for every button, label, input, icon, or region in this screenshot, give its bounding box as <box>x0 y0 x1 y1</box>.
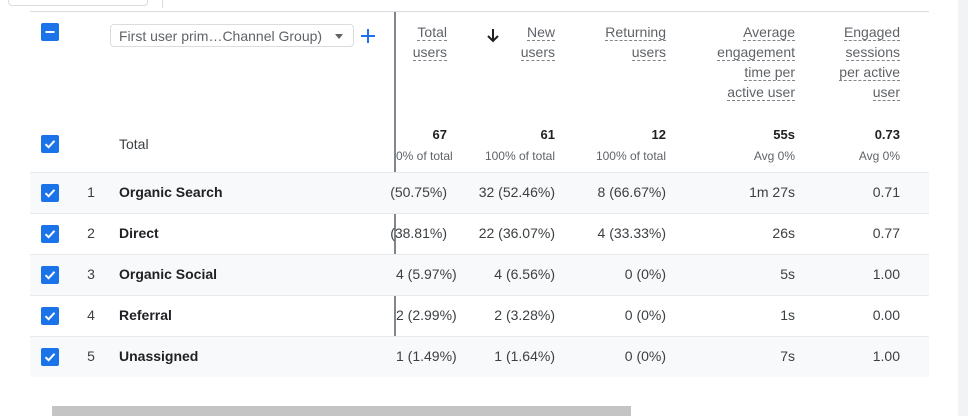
channel-name[interactable]: Direct <box>119 225 159 241</box>
total-users-cell: (50.75%) <box>390 184 447 200</box>
channel-name[interactable]: Unassigned <box>119 348 199 364</box>
avg-engagement-cell: 1m 27s <box>749 184 795 200</box>
returning-users-cell: 8 (66.67%) <box>597 184 666 200</box>
top-control-stub[interactable] <box>8 0 148 6</box>
select-all-checkbox[interactable] <box>41 23 59 41</box>
engaged-sessions-cell: 1.00 <box>872 266 900 282</box>
new-users-total: 61 <box>540 127 555 142</box>
row-rank: 1 <box>87 184 95 200</box>
dimension-dropdown-label: First user prim…Channel Group) <box>119 27 323 44</box>
row-rank: 5 <box>87 348 95 364</box>
table-row[interactable] <box>30 254 929 295</box>
engaged-sessions-total-sub: Avg 0% <box>858 149 900 163</box>
total-users-cell: 4 (5.97%) <box>396 266 457 282</box>
new-users-total-sub: 100% of total <box>484 149 555 163</box>
total-users-total-sub: 0% of total <box>396 149 453 163</box>
total-users-total: 67 <box>432 127 447 142</box>
total-row-checkbox[interactable] <box>41 135 59 153</box>
column-header-avg-engagement[interactable]: Average engagement time per active user <box>717 24 795 101</box>
avg-engagement-cell: 26s <box>772 225 795 241</box>
row-rank: 4 <box>87 307 95 323</box>
new-users-cell: 2 (3.28%) <box>494 307 555 323</box>
channel-name[interactable]: Referral <box>119 307 172 323</box>
returning-users-cell: 0 (0%) <box>624 307 666 323</box>
table-row[interactable] <box>30 213 929 254</box>
engaged-sessions-cell: 0.71 <box>872 184 900 200</box>
engaged-sessions-cell: 1.00 <box>872 348 900 364</box>
avg-engagement-cell: 7s <box>780 348 795 364</box>
row-checkbox[interactable] <box>41 348 59 366</box>
row-rank: 2 <box>87 225 95 241</box>
arrow-down-icon[interactable] <box>486 27 500 43</box>
checked-checkbox-icon <box>44 312 56 321</box>
row-checkbox[interactable] <box>41 266 59 284</box>
channel-name[interactable]: Organic Social <box>119 266 218 282</box>
column-header-total-users[interactable]: Total users <box>412 24 447 61</box>
checked-checkbox-icon <box>44 271 56 280</box>
horizontal-scrollbar[interactable] <box>52 406 631 416</box>
returning-users-cell: 0 (0%) <box>624 266 666 282</box>
engaged-sessions-total: 0.73 <box>874 127 900 142</box>
avg-engagement-cell: 5s <box>780 266 795 282</box>
caret-down-icon <box>335 34 343 39</box>
channel-name[interactable]: Organic Search <box>119 184 223 200</box>
new-users-cell: 32 (52.46%) <box>478 184 555 200</box>
top-divider <box>162 0 163 8</box>
dimension-dropdown[interactable]: First user prim…Channel Group) <box>110 24 354 47</box>
avg-engagement-cell: 1s <box>780 307 795 323</box>
add-dimension-button[interactable] <box>359 26 377 46</box>
row-checkbox[interactable] <box>41 225 59 243</box>
checked-checkbox-icon <box>44 230 56 239</box>
returning-users-total: 12 <box>651 127 666 142</box>
checked-checkbox-icon <box>44 189 56 198</box>
new-users-cell: 4 (6.56%) <box>494 266 555 282</box>
returning-users-cell: 0 (0%) <box>624 348 666 364</box>
checked-checkbox-icon <box>44 140 56 149</box>
engaged-sessions-cell: 0.77 <box>872 225 900 241</box>
minus-checkbox-icon <box>45 31 55 33</box>
table-row[interactable] <box>30 172 929 213</box>
total-row-label: Total <box>119 136 149 152</box>
row-checkbox[interactable] <box>41 307 59 325</box>
total-users-cell: (38.81%) <box>390 225 447 241</box>
total-users-cell: 2 (2.99%) <box>396 307 457 323</box>
row-checkbox[interactable] <box>41 184 59 202</box>
new-users-cell: 1 (1.64%) <box>494 348 555 364</box>
column-header-returning-users[interactable]: Returning users <box>605 24 666 61</box>
table-row[interactable] <box>30 336 929 377</box>
row-rank: 3 <box>87 266 95 282</box>
table-top-border <box>30 11 929 12</box>
avg-engagement-total: 55s <box>773 127 795 142</box>
returning-users-cell: 4 (33.33%) <box>597 225 666 241</box>
table-row[interactable] <box>30 295 929 336</box>
checked-checkbox-icon <box>44 353 56 362</box>
total-users-cell: 1 (1.49%) <box>396 348 457 364</box>
column-header-new-users[interactable]: New users <box>520 24 555 61</box>
new-users-cell: 22 (36.07%) <box>478 225 555 241</box>
engaged-sessions-cell: 0.00 <box>872 307 900 323</box>
column-header-engaged-sessions[interactable]: Engaged sessions per active user <box>839 24 900 101</box>
avg-engagement-total-sub: Avg 0% <box>753 149 795 163</box>
returning-users-total-sub: 100% of total <box>595 149 666 163</box>
